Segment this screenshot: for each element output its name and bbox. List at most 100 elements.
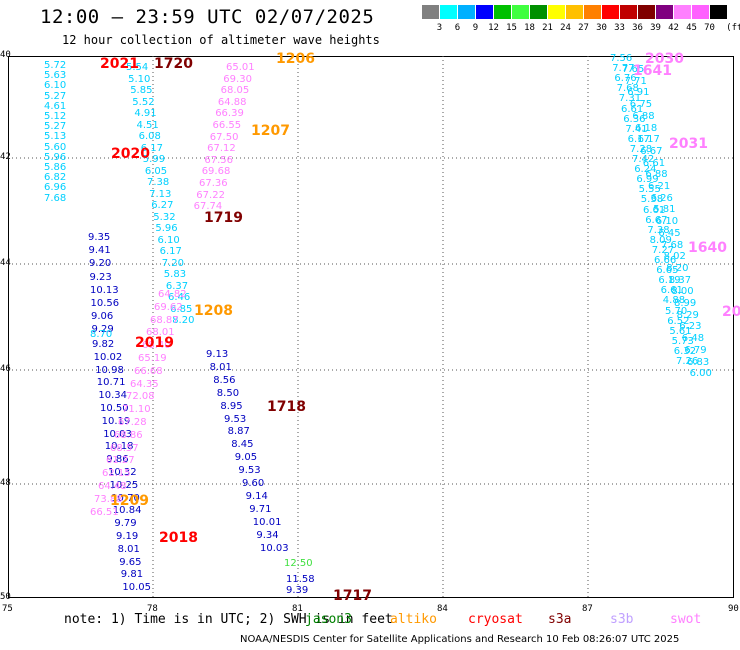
wave-height-value: 61.27: [106, 455, 135, 467]
wave-height-value: 7.68: [616, 83, 639, 95]
color-scale-swatch: [692, 5, 709, 19]
wave-height-value: 6.48: [681, 333, 705, 345]
wave-height-value: 6.17: [140, 142, 163, 154]
wave-height-value: 8.37: [668, 274, 692, 286]
pass-time-label: 2021: [100, 56, 139, 72]
color-scale-swatch: [584, 5, 601, 19]
wave-height-value: 7.41: [625, 123, 648, 135]
wave-height-value: 8.20: [666, 262, 689, 274]
wave-height-value: 66.68: [134, 365, 163, 377]
color-scale-label: 36: [632, 23, 643, 33]
color-scale-label: 9: [472, 23, 479, 33]
wave-height-value: 7.77: [612, 63, 635, 75]
wave-height-value: 6.00: [689, 368, 712, 380]
wave-height-value: 6.83: [687, 356, 710, 368]
wave-height-value: 10.56: [90, 298, 120, 309]
wave-height-value: 62.15: [102, 468, 131, 480]
wave-height-value: 12.50: [284, 558, 313, 569]
page-subtitle: 12 hour collection of altimeter wave hei…: [62, 33, 380, 47]
wave-height-value: 6.79: [684, 344, 707, 356]
wave-height-value: 6.67: [645, 214, 668, 226]
wave-height-value: 64.82: [158, 289, 187, 300]
wave-height-value: 9.79: [114, 518, 137, 530]
wave-height-value: 10.03: [260, 542, 289, 554]
wave-height-value: 6.61: [660, 285, 683, 297]
map-grid: [8, 56, 734, 598]
color-scale-swatch: [422, 5, 439, 19]
color-scale-label: 27: [578, 23, 589, 33]
wave-height-value: 5.85: [130, 85, 153, 96]
wave-height-value: 68.01: [146, 327, 175, 339]
wave-height-value: 6.96: [44, 182, 67, 194]
wave-height-value: 10.01: [252, 516, 282, 528]
legend-item-s3b: s3b: [610, 612, 634, 627]
wave-height-value: 11.58: [286, 574, 315, 585]
wave-height-value: 10.34: [98, 390, 128, 402]
wave-height-value: 72.08: [126, 391, 155, 403]
wave-height-value: 5.73: [671, 335, 694, 347]
wave-height-value: 69.68: [201, 166, 231, 178]
wave-height-value: 6.18: [635, 122, 658, 134]
longitude-label: 78: [147, 604, 158, 614]
wave-height-value: 5.12: [44, 111, 67, 122]
color-scale-label: 33: [614, 23, 625, 33]
wave-height-value: 7.68: [661, 239, 684, 251]
wave-height-value: 6.91: [627, 87, 650, 99]
wave-height-value: 64.35: [130, 378, 159, 390]
pass-time-label: 1717: [333, 588, 372, 604]
wave-height-value: 68.57: [110, 442, 139, 454]
color-scale-swatch: [458, 5, 475, 19]
wave-height-value: 6.10: [655, 216, 679, 228]
wave-height-value: 9.13: [206, 349, 229, 360]
color-scale-swatch: [512, 5, 529, 19]
pass-time-label: 2031: [669, 136, 708, 152]
wave-height-value: 5.96: [155, 223, 178, 234]
pass-time-label: 1718: [267, 399, 306, 415]
wave-height-value: 7.20: [161, 257, 184, 269]
wave-height-value: 6.24: [634, 164, 657, 176]
wave-height-value: 6.99: [636, 174, 659, 186]
wave-height-value: 8.00: [671, 286, 694, 298]
wave-height-value: 6.08: [138, 131, 161, 142]
wave-height-value: 8.56: [213, 374, 236, 386]
wave-height-value: 6.66: [654, 255, 677, 266]
wave-height-value: 6.21: [648, 181, 671, 192]
wave-height-value: 6.36: [623, 113, 646, 125]
wave-height-value: 5.96: [44, 151, 67, 163]
wave-height-value: 68.05: [220, 85, 250, 97]
wave-height-value: 71.10: [122, 404, 151, 416]
color-scale-label: 6: [454, 23, 461, 33]
wave-height-value: 5.27: [44, 90, 67, 102]
wave-height-value: 7.27: [651, 244, 675, 256]
wave-height-value: 9.23: [89, 271, 112, 283]
wave-height-value: 10.13: [90, 284, 119, 296]
color-scale-label: 30: [596, 23, 607, 33]
color-scale-label: 39: [650, 23, 661, 33]
color-scale-swatch: [656, 5, 673, 19]
wave-height-value: 5.81: [653, 204, 676, 216]
wave-height-value: 8.01: [117, 543, 140, 555]
wave-height-value: 8.29: [676, 309, 699, 321]
wave-height-value: 64.88: [217, 96, 247, 108]
pass-time-label: 2018: [159, 530, 198, 546]
wave-height-value: 7.71: [624, 75, 647, 87]
wave-height-value: 6.26: [650, 192, 673, 204]
wave-height-value: 10.18: [104, 441, 134, 453]
wave-height-value: 9.35: [88, 232, 111, 243]
wave-height-value: 10.19: [101, 415, 131, 427]
wave-height-value: 6.88: [645, 169, 668, 181]
wave-height-value: 8.50: [216, 387, 240, 399]
wave-height-value: 66.55: [212, 120, 242, 131]
color-scale-label: 12: [488, 23, 499, 33]
latitude-label: 46: [0, 364, 11, 374]
pass-time-label: 2019: [135, 335, 174, 351]
longitude-label: 81: [292, 604, 303, 614]
pass-time-label: 1206: [276, 51, 315, 67]
color-scale-label: 24: [560, 23, 571, 33]
wave-height-value: 10.32: [108, 467, 137, 478]
wave-height-value: 9.86: [106, 454, 129, 466]
wave-height-value: 6.61: [621, 103, 644, 115]
wave-height-value: 6.46: [168, 292, 191, 303]
legend-item-altiko: altiko: [390, 612, 437, 627]
legend-item-jason3: jason3: [305, 612, 352, 627]
